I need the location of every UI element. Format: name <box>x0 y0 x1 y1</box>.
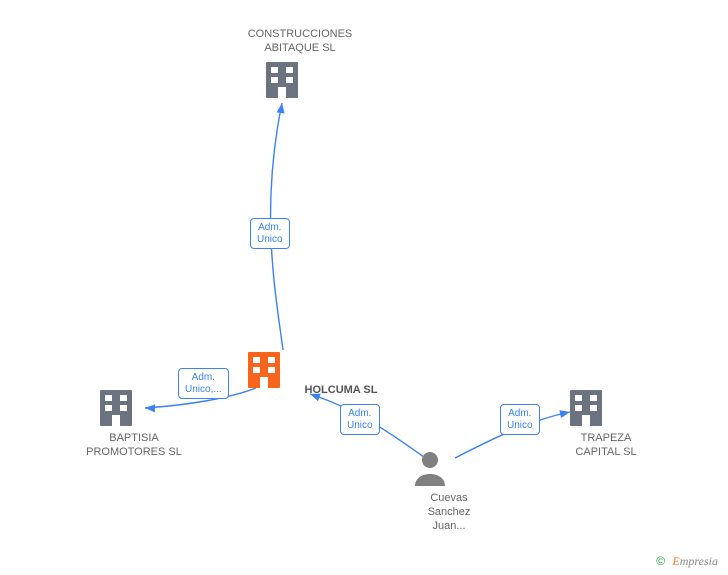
building-icon <box>248 352 280 388</box>
person-icon <box>415 452 445 486</box>
company-node-right[interactable] <box>570 390 602 426</box>
building-icon <box>570 390 602 426</box>
footer-attribution: © Empresia <box>656 554 718 569</box>
arrowhead-person-to-right <box>559 408 570 418</box>
building-icon <box>100 390 132 426</box>
copyright-symbol: © <box>656 554 665 568</box>
node-label-left: BAPTISIA PROMOTORES SL <box>74 432 194 460</box>
company-node-left[interactable] <box>100 390 132 426</box>
company-node-center[interactable] <box>248 352 280 388</box>
edge-label-person-to-right: Adm. Unico <box>500 404 540 435</box>
building-icon <box>266 62 298 98</box>
person-node-person[interactable] <box>415 452 445 486</box>
brand-first-letter: E <box>672 554 679 568</box>
node-label-right: TRAPEZA CAPITAL SL <box>556 432 656 460</box>
node-label-center: HOLCUMA SL <box>296 384 386 398</box>
arrowhead-center-to-left <box>145 404 155 412</box>
edge-label-center-to-top: Adm. Unico <box>250 218 290 249</box>
edge-label-person-to-center: Adm. Unico <box>340 404 380 435</box>
brand-rest: mpresia <box>680 554 718 568</box>
edge-label-center-to-left: Adm. Unico,... <box>178 368 229 399</box>
diagram-canvas <box>0 0 728 575</box>
node-label-person: Cuevas Sanchez Juan... <box>414 492 484 533</box>
company-node-top[interactable] <box>266 62 298 98</box>
node-label-top: CONSTRUCCIONES ABITAQUE SL <box>230 28 370 56</box>
